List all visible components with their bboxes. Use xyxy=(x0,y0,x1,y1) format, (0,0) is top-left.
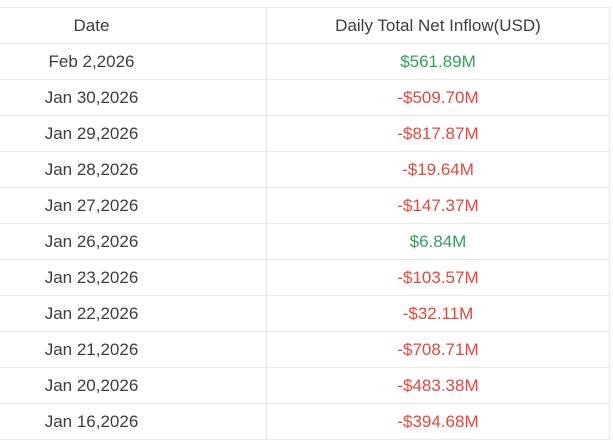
date-cell: Jan 22,2026 xyxy=(0,295,267,332)
date-cell: Jan 16,2026 xyxy=(0,403,267,440)
table-row: Jan 16,2026 -$394.68M xyxy=(0,403,609,440)
value-cell: -$19.64M xyxy=(402,159,474,179)
table-row: Jan 27,2026 -$147.37M xyxy=(0,187,609,224)
table-row: Jan 26,2026 $6.84M xyxy=(0,223,609,260)
table-row: Jan 22,2026 -$32.11M xyxy=(0,295,609,332)
value-cell: -$708.71M xyxy=(397,339,479,359)
value-cell: -$147.37M xyxy=(397,195,479,215)
value-cell: -$817.87M xyxy=(397,123,479,143)
table-row: Jan 28,2026 -$19.64M xyxy=(0,151,609,188)
date-cell: Jan 27,2026 xyxy=(0,187,267,224)
date-cell: Jan 21,2026 xyxy=(0,331,267,368)
table-row: Feb 2,2026 $561.89M xyxy=(0,43,609,80)
date-cell: Jan 23,2026 xyxy=(0,259,267,296)
date-cell: Feb 2,2026 xyxy=(0,43,267,80)
table-header-row: Date Daily Total Net Inflow(USD) xyxy=(0,7,609,44)
value-cell: -$509.70M xyxy=(397,87,479,107)
column-header-date: Date xyxy=(0,7,267,44)
date-cell: Jan 30,2026 xyxy=(0,79,267,116)
value-cell: $6.84M xyxy=(409,231,467,251)
table-row: Jan 21,2026 -$708.71M xyxy=(0,331,609,368)
value-cell: -$394.68M xyxy=(397,411,479,431)
date-cell: Jan 28,2026 xyxy=(0,151,267,188)
value-cell: $561.89M xyxy=(400,51,476,71)
table-row: Jan 20,2026 -$483.38M xyxy=(0,367,609,404)
table-row: Jan 30,2026 -$509.70M xyxy=(0,79,609,116)
value-cell: -$483.38M xyxy=(397,375,479,395)
date-cell: Jan 20,2026 xyxy=(0,367,267,404)
value-cell: -$103.57M xyxy=(397,267,479,287)
date-cell: Jan 26,2026 xyxy=(0,223,267,260)
date-cell: Jan 29,2026 xyxy=(0,115,267,152)
value-cell: -$32.11M xyxy=(402,303,474,323)
column-header-inflow: Daily Total Net Inflow(USD) xyxy=(335,15,541,35)
table-row: Jan 29,2026 -$817.87M xyxy=(0,115,609,152)
table-row: Jan 23,2026 -$103.57M xyxy=(0,259,609,296)
daily-net-inflow-table: Date Daily Total Net Inflow(USD) Feb 2,2… xyxy=(0,7,610,440)
